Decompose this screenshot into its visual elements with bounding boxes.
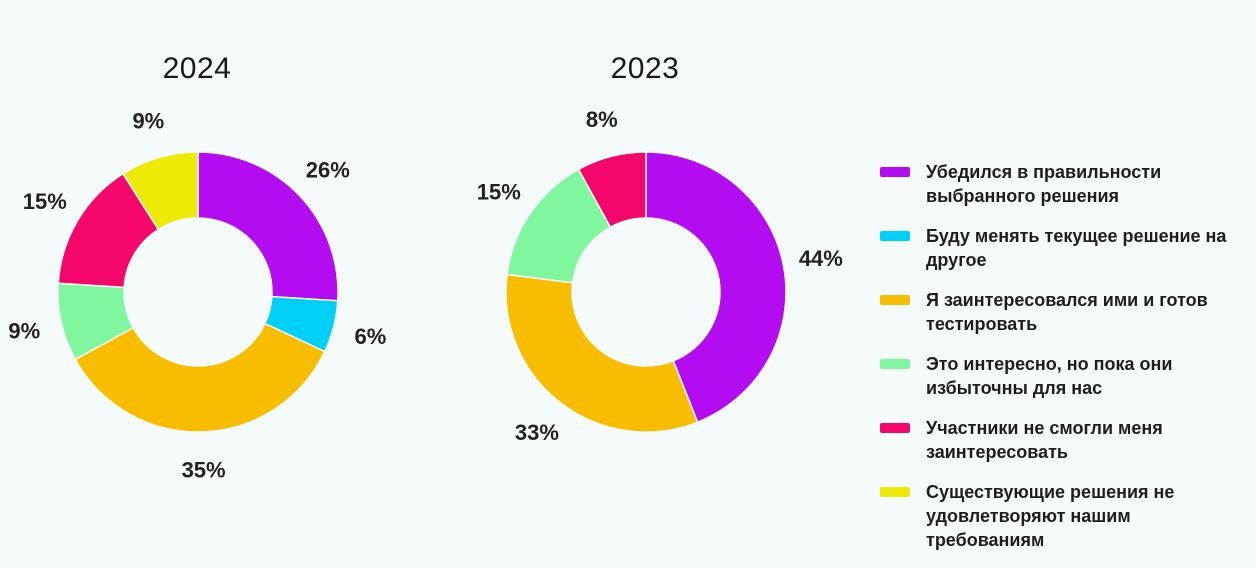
slice-label: 15% xyxy=(23,189,67,214)
legend-swatch xyxy=(880,423,910,433)
legend-swatch xyxy=(880,167,910,177)
legend-label: Буду менять текущее решение на другое xyxy=(926,226,1227,270)
legend-label: Существующие решения не удовлетворяют на… xyxy=(926,482,1175,550)
chart-title-2024: 2024 xyxy=(162,52,232,85)
donut-slice xyxy=(121,151,199,231)
legend: Убедился в правильности выбранного решен… xyxy=(880,160,1250,568)
legend-label: Участники не смогли меня заинтересовать xyxy=(926,418,1163,462)
slice-label: 9% xyxy=(132,109,164,134)
slice-label: 9% xyxy=(8,318,40,343)
donut-slice xyxy=(505,273,699,433)
donut-slice xyxy=(577,151,647,229)
slice-label: 35% xyxy=(182,457,226,482)
donut-slice xyxy=(645,151,787,424)
legend-item: Это интересно, но пока они избыточны для… xyxy=(880,352,1250,400)
slice-label: 15% xyxy=(477,179,521,204)
legend-swatch xyxy=(880,487,910,497)
legend-swatch xyxy=(880,295,910,305)
slice-label: 33% xyxy=(515,420,559,445)
slice-label: 44% xyxy=(799,246,843,271)
slice-label: 26% xyxy=(306,158,350,183)
legend-label: Это интересно, но пока они избыточны для… xyxy=(926,354,1173,398)
legend-swatch xyxy=(880,231,910,241)
legend-label: Убедился в правильности выбранного решен… xyxy=(926,162,1162,206)
legend-item: Я заинтересовался ими и готов тестироват… xyxy=(880,288,1250,336)
slice-label: 8% xyxy=(586,107,618,132)
donut-slice xyxy=(197,151,339,302)
legend-item: Участники не смогли меня заинтересовать xyxy=(880,416,1250,464)
chart-title-2023: 2023 xyxy=(610,52,680,85)
legend-swatch xyxy=(880,359,910,369)
legend-label: Я заинтересовался ими и готов тестироват… xyxy=(926,290,1208,334)
legend-item: Убедился в правильности выбранного решен… xyxy=(880,160,1250,208)
donut-slice xyxy=(74,322,326,433)
slice-label: 6% xyxy=(355,324,387,349)
legend-item: Существующие решения не удовлетворяют на… xyxy=(880,480,1250,552)
legend-item: Буду менять текущее решение на другое xyxy=(880,224,1250,272)
